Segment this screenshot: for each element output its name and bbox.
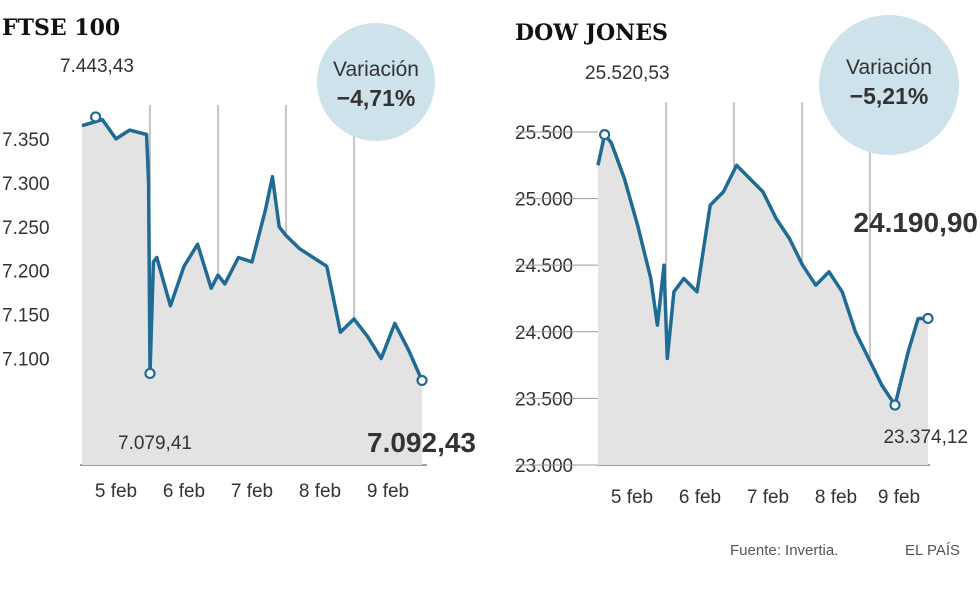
dow-max-label: 25.520,53 — [585, 63, 670, 84]
dow-title: DOW JONES — [515, 20, 668, 46]
dow-x-tick-label: 5 feb — [611, 487, 653, 508]
dow-y-tick-label: 25.000 — [515, 190, 573, 211]
ftse-max-label: 7.443,43 — [60, 56, 134, 77]
ftse-x-tick-label: 5 feb — [95, 481, 137, 502]
dow-line — [596, 132, 928, 407]
dow-max-marker — [598, 129, 611, 141]
dow-chart: DOW JONES 25.500 25.000 24.500 24.000 23.500… — [515, 15, 978, 508]
ftse-y-tick-label: 7.350 — [2, 130, 50, 151]
ftse-x-tick-label: 7 feb — [231, 481, 273, 502]
dow-y-tick-label: 23.500 — [515, 389, 573, 410]
ftse-close-marker — [416, 374, 428, 387]
ftse-area — [82, 119, 422, 465]
dow-variation-value: −5,21% — [850, 83, 929, 109]
dow-close-marker — [922, 312, 934, 325]
ftse-y-tick-label: 7.150 — [2, 306, 50, 327]
ftse-x-tick-label: 8 feb — [299, 481, 341, 502]
ftse-min-marker — [144, 367, 156, 380]
ftse-annotations: 7.443,43 7.079,41 7.092,43 — [60, 56, 476, 458]
ftse-line — [81, 117, 424, 382]
ftse-variation-bubble — [317, 23, 435, 141]
dow-y-axis: 25.500 25.000 24.500 24.000 23.500 23.000 — [515, 123, 598, 477]
ftse-close-label: 7.092,43 — [367, 427, 476, 458]
ftse-x-axis: 5 feb 6 feb 7 feb 8 feb 9 feb — [95, 481, 409, 502]
ftse-y-tick-label: 7.250 — [2, 218, 50, 239]
dow-close-label: 24.190,90 — [853, 207, 978, 238]
dow-y-tick-label: 24.000 — [515, 323, 573, 344]
ftse-title: FTSE 100 — [2, 15, 120, 41]
dow-x-tick-label: 6 feb — [679, 487, 721, 508]
dow-x-tick-label: 8 feb — [815, 487, 857, 508]
ftse-x-tick-label: 6 feb — [163, 481, 205, 502]
dow-y-tick-label: 25.500 — [515, 123, 573, 144]
ftse-y-tick-label: 7.200 — [2, 262, 50, 283]
source-note: Fuente: Invertia. — [730, 542, 838, 559]
dow-x-axis: 5 feb 6 feb 7 feb 8 feb 9 feb — [611, 487, 920, 508]
dow-y-tick-label: 23.000 — [515, 456, 573, 477]
ftse-y-axis: 7.350 7.300 7.250 7.200 7.150 7.100 — [2, 130, 50, 371]
brand-logo: EL PAÍS — [905, 542, 960, 559]
ftse-chart: FTSE 100 7.3507.3007.2507.2007.1507.100 … — [2, 15, 476, 502]
dow-variation-label: Variación — [846, 56, 932, 79]
ftse-min-label: 7.079,41 — [118, 433, 192, 454]
dow-min-marker — [889, 399, 901, 411]
dow-area — [598, 134, 928, 465]
dow-min-label: 23.374,12 — [883, 427, 968, 448]
ftse-max-marker — [89, 111, 102, 123]
dow-variation-bubble — [819, 15, 959, 155]
dow-x-tick-label: 7 feb — [747, 487, 789, 508]
ftse-y-tick-label: 7.300 — [2, 174, 50, 195]
dow-x-tick-label: 9 feb — [878, 487, 920, 508]
ftse-y-tick-label: 7.100 — [2, 350, 50, 371]
ftse-x-tick-label: 9 feb — [367, 481, 409, 502]
ftse-variation-label: Variación — [333, 58, 419, 81]
dow-annotations: 25.520,53 23.374,12 24.190,90 — [585, 63, 978, 448]
ftse-variation-value: −4,71% — [337, 85, 416, 111]
dow-y-tick-label: 24.500 — [515, 256, 573, 277]
